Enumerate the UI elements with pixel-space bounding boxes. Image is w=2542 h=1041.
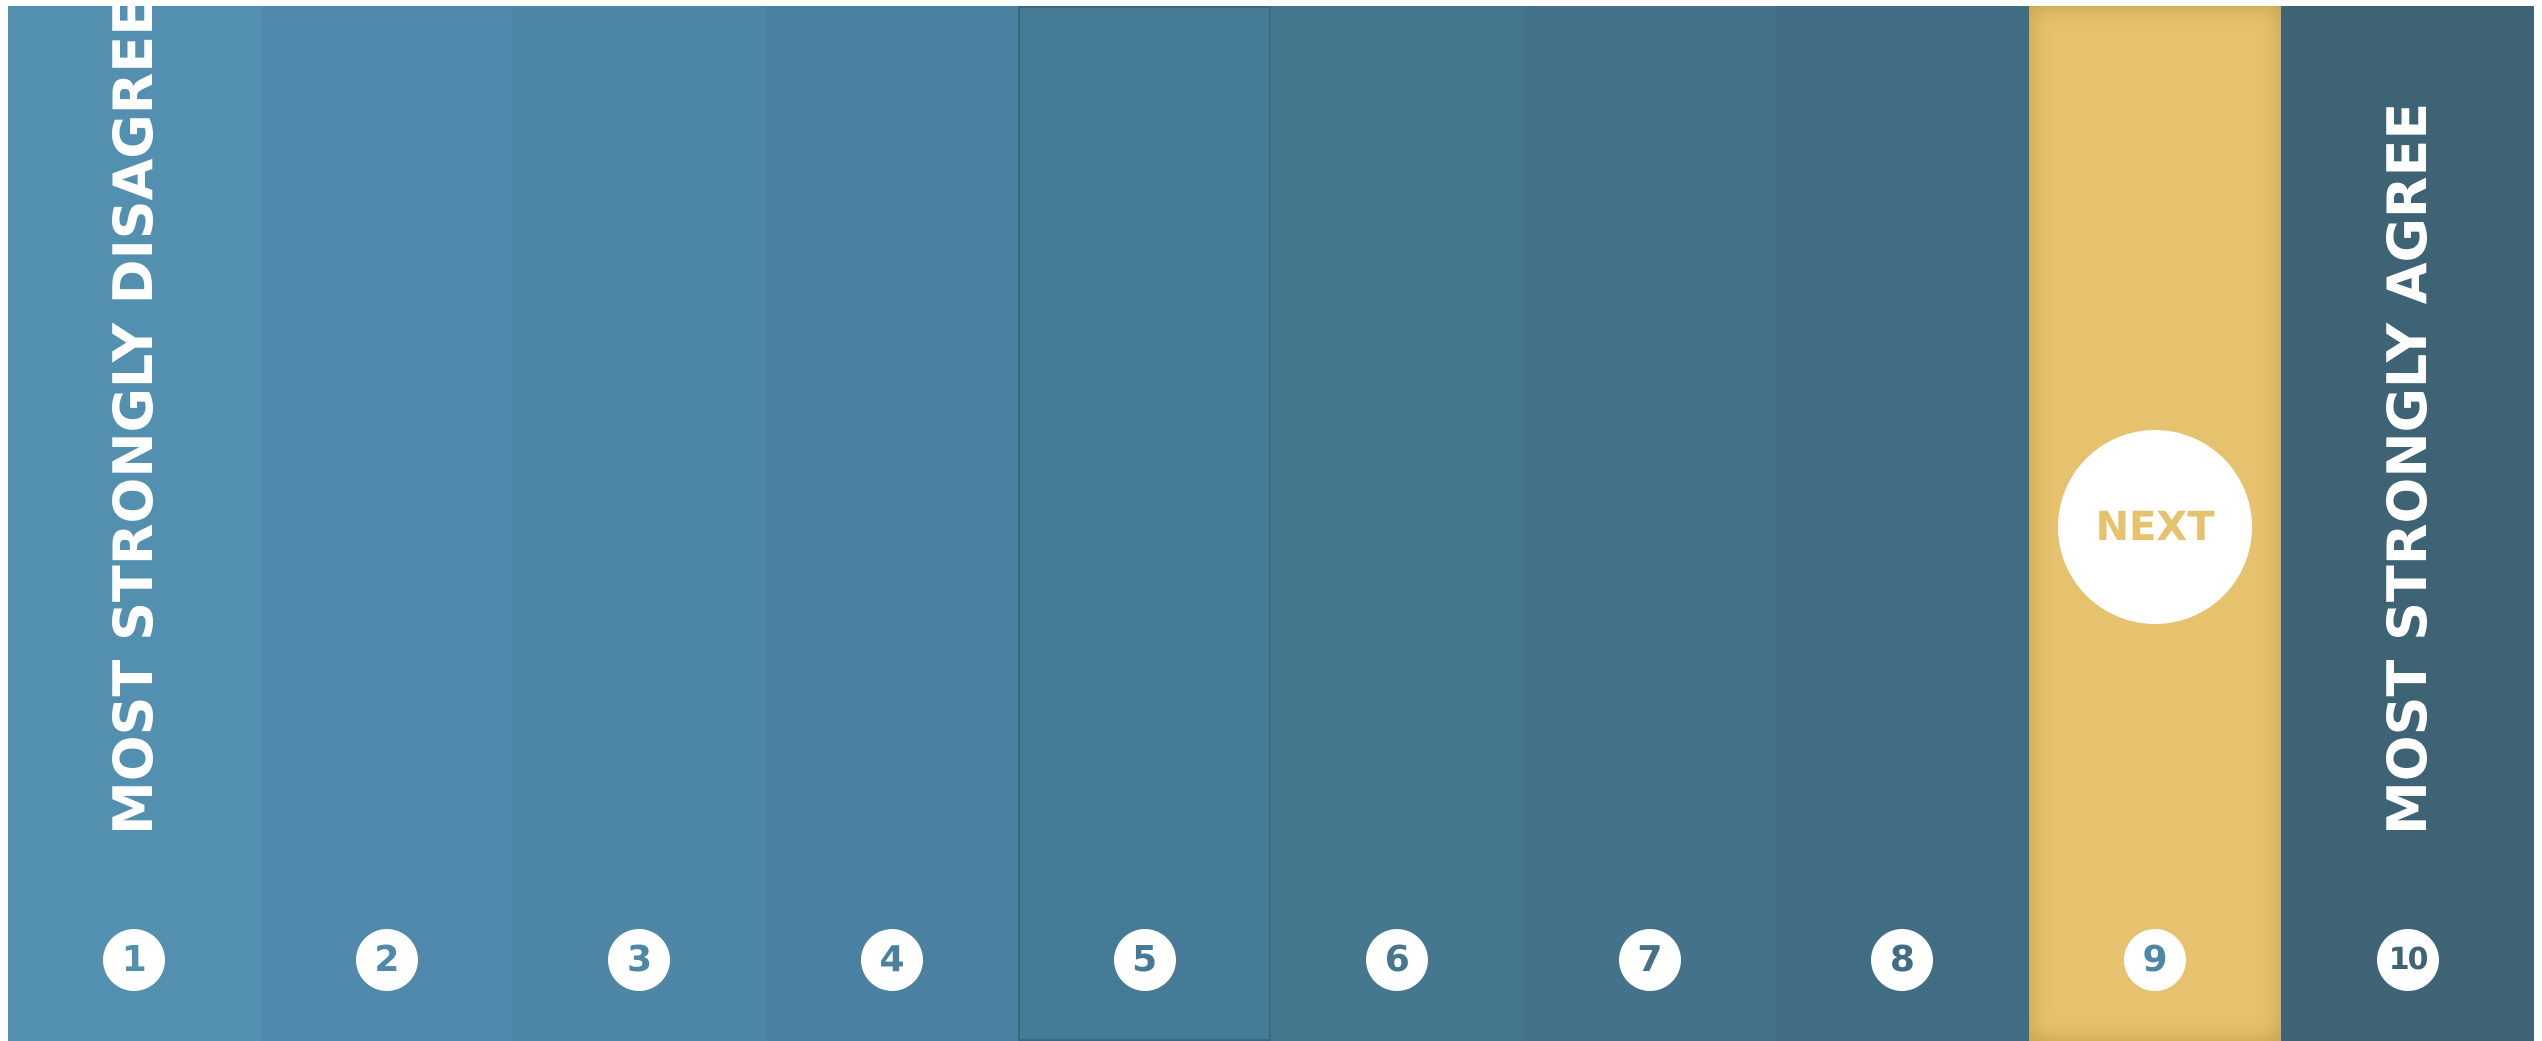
option-number-4: 4 [861,929,924,991]
option-number-3: 3 [608,929,671,991]
scale-option-7[interactable]: 7 [1523,6,1777,1041]
agreement-scale: MOST STRONGLY DISAGREE 1 2 3 4 5 6 7 8 N… [8,0,2534,1041]
scale-option-9-selected[interactable]: NEXT 9 [2028,6,2282,1041]
option-number-7: 7 [1618,929,1681,991]
most-strongly-agree-label: MOST STRONGLY AGREE [2375,102,2439,835]
option-number-9: 9 [2124,929,2187,991]
scale-option-10[interactable]: MOST STRONGLY AGREE 10 [2281,6,2534,1041]
next-button[interactable]: NEXT [2058,430,2253,624]
scale-option-5[interactable]: 5 [1018,6,1271,1041]
scale-option-2[interactable]: 2 [260,6,514,1041]
most-strongly-disagree-label: MOST STRONGLY DISAGREE [102,0,166,835]
option-number-5: 5 [1113,929,1176,991]
scale-option-3[interactable]: 3 [513,6,766,1041]
option-number-2: 2 [355,929,418,991]
option-number-6: 6 [1366,929,1429,991]
scale-option-8[interactable]: 8 [1776,6,2029,1041]
option-number-8: 8 [1871,929,1934,991]
scale-option-1[interactable]: MOST STRONGLY DISAGREE 1 [8,0,261,1041]
scale-option-6[interactable]: 6 [1270,6,1524,1041]
option-number-1: 1 [103,929,166,991]
scale-option-4[interactable]: 4 [765,6,1019,1041]
option-number-10: 10 [2376,929,2439,991]
